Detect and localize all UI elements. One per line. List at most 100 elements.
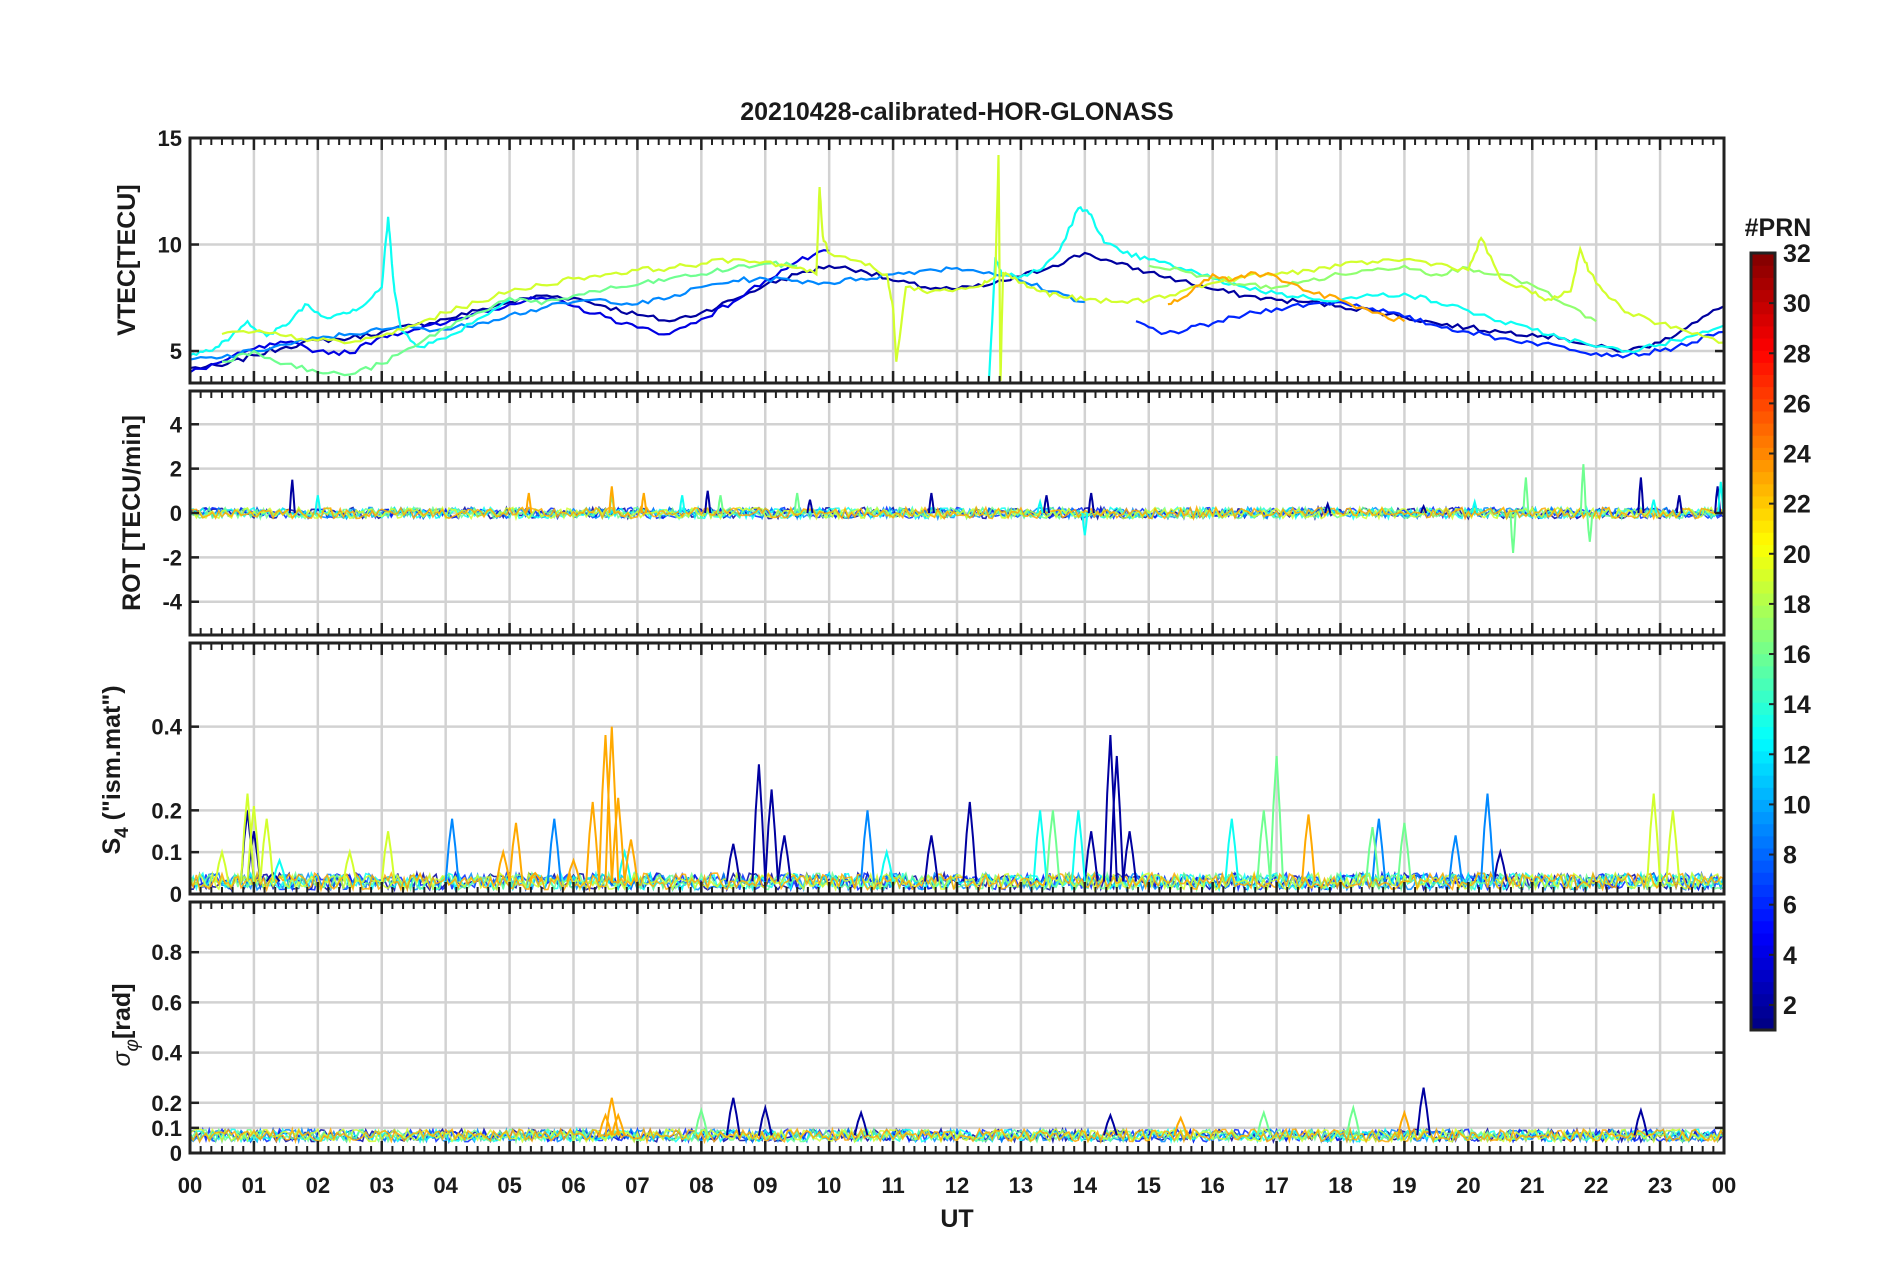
colorbar-tick-label: 4: [1783, 942, 1797, 970]
colorbar-band: [1751, 932, 1775, 946]
x-tick-label: 21: [1520, 1173, 1544, 1198]
rot-peak-prn-16: [1522, 477, 1530, 514]
rot-peak-prn-16: [1509, 512, 1517, 553]
s4-peak-prn-2: [1492, 848, 1508, 882]
s4-peak-prn-13: [617, 848, 632, 882]
rot-peak-prn-2: [1324, 501, 1332, 514]
colorbar-tick-label: 10: [1783, 791, 1811, 819]
x-tick-label: 14: [1073, 1173, 1098, 1198]
rot-ytick-label: 2: [170, 457, 182, 482]
colorbar-band: [1751, 641, 1775, 655]
s4-peak-prn-9: [1480, 793, 1495, 882]
s4-peak-prn-23: [1301, 814, 1316, 882]
s4-peak-prn-2: [1122, 831, 1137, 882]
colorbar-band: [1751, 787, 1775, 800]
s4-peak-prn-23: [610, 797, 626, 882]
colorbar-tick-label: 8: [1783, 842, 1797, 870]
colorbar-band: [1751, 908, 1775, 922]
rot-peak-prn-13: [1081, 512, 1089, 536]
x-tick-label: 08: [689, 1173, 713, 1198]
colorbar-band: [1751, 945, 1775, 958]
sigma_phi-peak-prn-2: [1103, 1112, 1118, 1136]
colorbar-band: [1751, 495, 1775, 509]
rot-noise-trace-prn-23: [190, 504, 1724, 522]
sigma_phi-ytick-label: 0.1: [151, 1116, 182, 1141]
sigma_phi-peak-prn-23: [1397, 1109, 1412, 1136]
panel-rot: -4 -2 0 2 4 ROT [TECU/min]: [118, 389, 1726, 637]
rot-peak-prn-16: [1586, 512, 1594, 542]
s4-peak-prn-13: [272, 857, 287, 882]
colorbar-tick-label: 26: [1783, 390, 1811, 418]
panel-vtec: 5 10 15 VTEC[TECU]: [113, 126, 1726, 385]
colorbar-band: [1751, 362, 1775, 376]
rot-ytick-label: -4: [162, 590, 182, 615]
colorbar-band: [1751, 1017, 1775, 1031]
rot-peak-prn-13: [1471, 498, 1479, 514]
rot-peak-prn-23: [608, 486, 616, 514]
x-tick-label: 18: [1328, 1173, 1352, 1198]
rot-peak-prn-2: [1420, 503, 1428, 514]
s4-peak-prn-9: [444, 818, 460, 882]
x-tick-labels: 00 01 02 03 04 05 06 07 08 09 10 11 12 13 14 15 16 17 18 19…: [178, 1173, 1736, 1198]
colorbar-band: [1751, 872, 1775, 885]
colorbar-band: [1751, 447, 1775, 460]
colorbar-band: [1751, 653, 1775, 667]
s4-peak-prn-13: [1032, 810, 1048, 882]
colorbar-tick-label: 22: [1783, 491, 1811, 519]
s4-peak-prn-16: [1397, 822, 1412, 882]
s4-peak-prn-13: [879, 848, 895, 882]
rot-peak-prn-2: [1042, 495, 1050, 514]
colorbar-tick-label: 32: [1783, 240, 1811, 268]
rot-peak-prn-13: [1650, 499, 1658, 514]
sigma_phi-peak-prn-2: [757, 1103, 773, 1136]
x-tick-label: 22: [1584, 1173, 1608, 1198]
rot-peak-prn-2: [1675, 495, 1683, 514]
colorbar-band: [1751, 762, 1775, 776]
rot-peak-prn-2: [704, 490, 712, 514]
x-tick-label: 01: [242, 1173, 266, 1198]
s4-peak-prn-19: [342, 848, 358, 882]
s4-peak-prn-23: [598, 734, 613, 882]
sigma_phi-peak-prn-16: [1256, 1109, 1272, 1136]
sigma_phi-ytick-label: 0.2: [151, 1091, 182, 1116]
colorbar-tick-label: 12: [1783, 741, 1811, 769]
s4-peak-prn-23: [508, 822, 524, 882]
vtec-series-prn-4: [190, 249, 830, 374]
colorbar-band: [1751, 775, 1775, 788]
sigma_phi-peak-prn-23: [610, 1112, 626, 1136]
rot-peak-prn-2: [806, 499, 814, 514]
s4-peak-prn-16: [1256, 810, 1272, 882]
colorbar-tick-label: 28: [1783, 340, 1811, 368]
s4-peak-prn-16: [1045, 810, 1061, 882]
x-tick-label: 23: [1648, 1173, 1672, 1198]
colorbar-band: [1751, 289, 1775, 303]
vtec-series-prn-13: [190, 216, 511, 357]
colorbar-band: [1751, 665, 1775, 679]
rot-peak-prn-2: [1637, 477, 1645, 514]
colorbar-band: [1751, 884, 1775, 898]
sigma_phi-ytick-label: 0.4: [151, 1041, 182, 1066]
colorbar-band: [1751, 507, 1775, 521]
colorbar-band: [1751, 471, 1775, 485]
s4-peak-prn-19: [214, 848, 230, 882]
vtec-ytick-label: 15: [158, 126, 182, 151]
rot-peak-prn-13: [314, 495, 322, 514]
s4-ylabel-subscript: 4: [112, 827, 133, 838]
vtec-ylabel: VTEC[TECU]: [113, 184, 141, 335]
s4-peak-prn-19: [240, 793, 255, 882]
s4-peak-prn-23: [566, 857, 581, 882]
s4-peak-prn-23: [585, 801, 601, 882]
vtec-series-prn-23: [1167, 271, 1406, 323]
s4-peak-prn-19: [1646, 793, 1662, 882]
sigma_phi-ytick-label: 0.6: [151, 990, 182, 1015]
rot-ytick-label: 0: [170, 501, 182, 526]
colorbar-band: [1751, 422, 1775, 436]
colorbar-band: [1751, 896, 1775, 910]
colorbar-tick-label: 24: [1783, 441, 1811, 469]
s4-peak-prn-19: [259, 818, 275, 882]
colorbar-band: [1751, 738, 1775, 752]
colorbar-tick-label: 6: [1783, 892, 1797, 920]
colorbar-band: [1751, 568, 1775, 582]
